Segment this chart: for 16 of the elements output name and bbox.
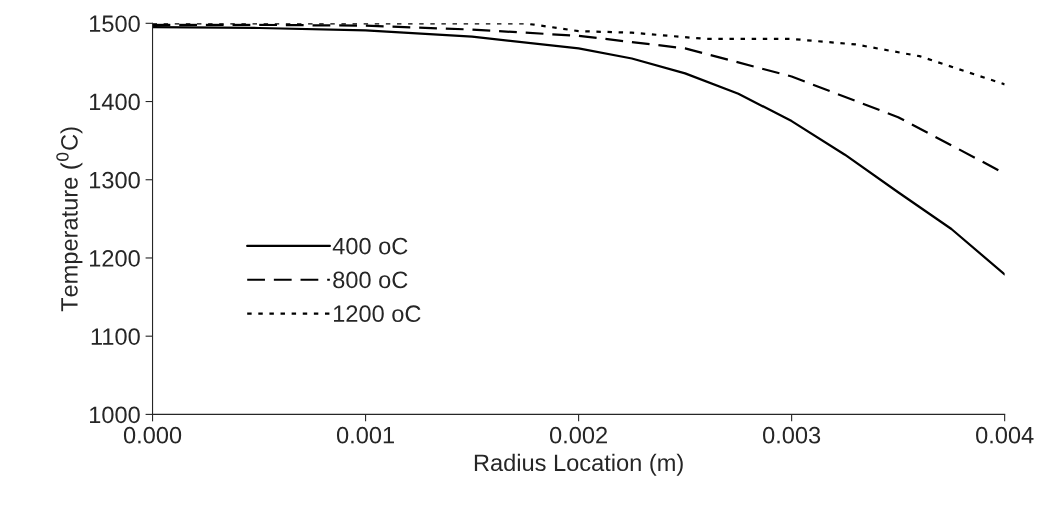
x-tick-label: 0.000 [123,426,182,444]
legend-label: 1200 oC [334,305,421,323]
legend-label: 400 oC [332,237,408,255]
y-tick-label: 1500 [90,15,140,33]
y-tick-label: 1100 [91,328,140,345]
x-tick-label: 0.001 [336,426,394,444]
y-tick-label: 1200 [90,250,140,267]
x-tick-label: 0.004 [976,426,1034,444]
y-tick-label: 1300 [90,171,140,189]
y-axis-title: Temperature ($^{0}$C) [56,127,83,312]
y-tick-label: 1000 [90,406,140,424]
y-tick-label: 1400 [90,93,140,111]
x-tick-label: 0.002 [549,426,607,444]
legend-label: 800 oC [333,271,408,289]
x-tick-label: 0.003 [763,426,821,444]
x-axis-title: Radius Location (m) [474,453,683,476]
